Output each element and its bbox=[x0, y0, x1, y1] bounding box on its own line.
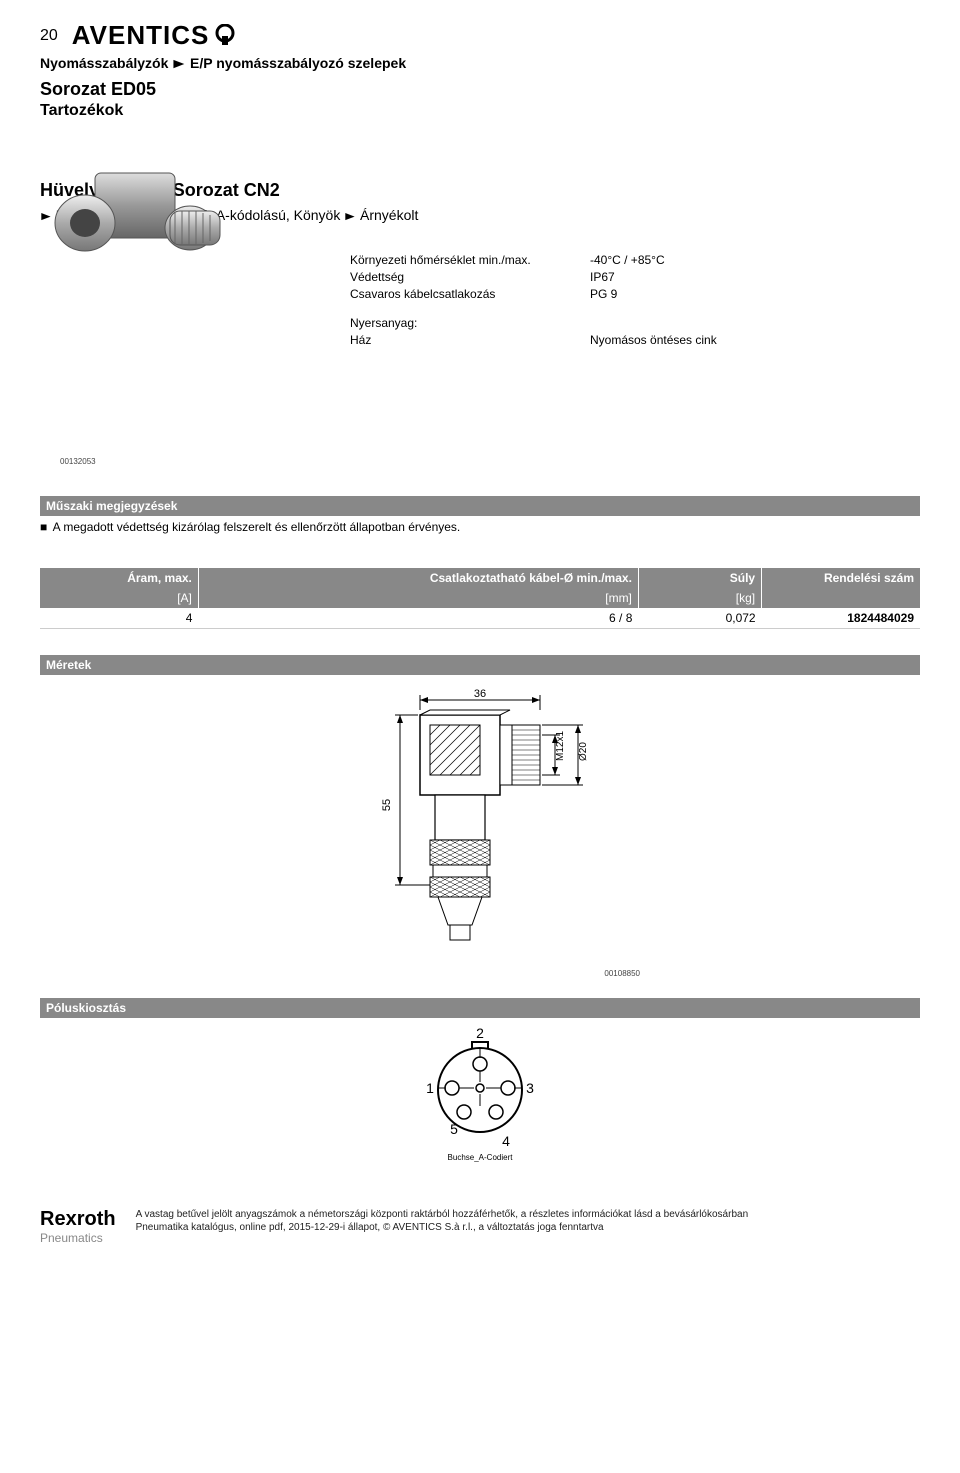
material-val: Nyomásos öntéses cink bbox=[590, 333, 780, 347]
aventics-mark-icon bbox=[213, 24, 237, 48]
image-id: 00132053 bbox=[60, 457, 920, 466]
table-row: 4 6 / 8 0,072 1824484029 bbox=[40, 608, 920, 629]
table-col-header: Rendelési szám bbox=[762, 568, 920, 588]
table-unit: [mm] bbox=[198, 588, 638, 608]
spec-row: VédettségIP67 bbox=[350, 270, 780, 284]
subline-seg2: Árnyékolt bbox=[360, 207, 418, 223]
aventics-wordmark: AVENTICS bbox=[72, 20, 210, 51]
rexroth-wordmark: Rexroth bbox=[40, 1208, 116, 1231]
dim-dia-label: Ø20 bbox=[578, 742, 589, 761]
data-table: Áram, max. Csatlakoztatható kábel-Ø min.… bbox=[40, 568, 920, 629]
dimensions-header: Méretek bbox=[40, 655, 920, 675]
pinout-caption: Buchse_A-Codiert bbox=[448, 1153, 514, 1162]
specs-block: Környezeti hőmérséklet min./max.-40°C / … bbox=[350, 253, 780, 347]
spec-val: PG 9 bbox=[590, 287, 780, 301]
table-cell-partnum: 1824484029 bbox=[762, 608, 920, 629]
rexroth-logo: Rexroth Pneumatics bbox=[40, 1208, 116, 1245]
table-cell: 6 / 8 bbox=[198, 608, 638, 629]
dim-top-label: 36 bbox=[474, 688, 486, 700]
drawing-id: 00108850 bbox=[40, 969, 920, 978]
rexroth-subbrand: Pneumatics bbox=[40, 1231, 116, 1245]
table-units-row: [A] [mm] [kg] bbox=[40, 588, 920, 608]
table-unit: [A] bbox=[40, 588, 198, 608]
page-number: 20 bbox=[40, 27, 58, 45]
table-col-header: Áram, max. bbox=[40, 568, 198, 588]
note-item: A megadott védettség kizárólag felszerel… bbox=[53, 520, 461, 534]
footer: Rexroth Pneumatics A vastag betűvel jelö… bbox=[40, 1208, 920, 1245]
dim-thread-label: M12x1 bbox=[555, 731, 566, 761]
spec-key: Védettség bbox=[350, 270, 590, 284]
spec-row: Környezeti hőmérséklet min./max.-40°C / … bbox=[350, 253, 780, 267]
subline-arrow-icon-2: ► bbox=[342, 209, 357, 223]
table-col-header: Csatlakoztatható kábel-Ø min./max. bbox=[198, 568, 638, 588]
series-title: Sorozat ED05 bbox=[40, 79, 920, 100]
footer-line-2: Pneumatika katalógus, online pdf, 2015-1… bbox=[136, 1221, 749, 1234]
spec-row: Csavaros kábelcsatlakozásPG 9 bbox=[350, 287, 780, 301]
pin-label-br: 4 bbox=[502, 1133, 510, 1149]
spec-key: Környezeti hőmérséklet min./max. bbox=[350, 253, 590, 267]
table-unit: [kg] bbox=[638, 588, 761, 608]
section-title: Tartozékok bbox=[40, 102, 920, 120]
pin-label-right: 3 bbox=[526, 1080, 534, 1096]
pin-label-bl: 5 bbox=[450, 1121, 458, 1137]
bullet-icon: ■ bbox=[40, 520, 50, 534]
material-row: HázNyomásos öntéses cink bbox=[350, 333, 780, 347]
table-cell: 4 bbox=[40, 608, 198, 629]
pinout-drawing: 2 1 3 5 4 Buchse_A-Codiert bbox=[40, 1018, 920, 1178]
spec-val: -40°C / +85°C bbox=[590, 253, 780, 267]
table-unit bbox=[762, 588, 920, 608]
pin-label-top: 2 bbox=[476, 1028, 484, 1041]
breadcrumb-arrow-icon: ► bbox=[170, 55, 188, 71]
material-key: Ház bbox=[350, 333, 590, 347]
table-col-header: Súly bbox=[638, 568, 761, 588]
dimension-drawing: 36 M12x1 bbox=[40, 675, 920, 965]
product-photo bbox=[40, 153, 240, 303]
spec-val: IP67 bbox=[590, 270, 780, 284]
notes-body: ■ A megadott védettség kizárólag felszer… bbox=[40, 516, 920, 538]
table-cell: 0,072 bbox=[638, 608, 761, 629]
footer-line-1: A vastag betűvel jelölt anyagszámok a né… bbox=[136, 1208, 749, 1221]
pinout-header: Póluskiosztás bbox=[40, 998, 920, 1018]
aventics-logo: AVENTICS bbox=[72, 20, 238, 51]
dim-left-label: 55 bbox=[381, 799, 393, 811]
notes-header: Műszaki megjegyzések bbox=[40, 496, 920, 516]
spec-key: Csavaros kábelcsatlakozás bbox=[350, 287, 590, 301]
breadcrumb-subcat: E/P nyomásszabályozó szelepek bbox=[190, 55, 406, 71]
pin-label-left: 1 bbox=[426, 1080, 434, 1096]
table-header-row: Áram, max. Csatlakoztatható kábel-Ø min.… bbox=[40, 568, 920, 588]
material-header: Nyersanyag: bbox=[350, 316, 590, 330]
footer-text: A vastag betűvel jelölt anyagszámok a né… bbox=[136, 1208, 749, 1234]
material-header-row: Nyersanyag: bbox=[350, 316, 780, 330]
breadcrumb: Nyomásszabályzók ► E/P nyomásszabályozó … bbox=[40, 55, 920, 71]
breadcrumb-cat: Nyomásszabályzók bbox=[40, 55, 168, 71]
